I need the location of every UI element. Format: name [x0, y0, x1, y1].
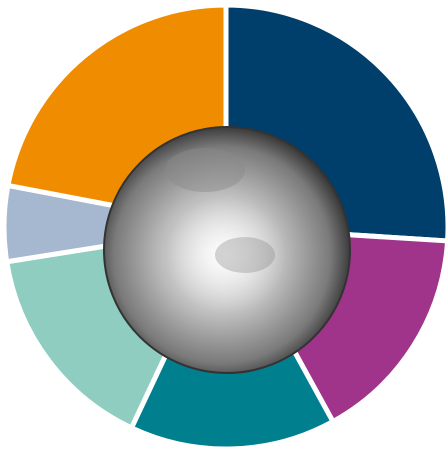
center-image	[103, 126, 351, 374]
coin-highlight	[165, 195, 285, 315]
coin-shade	[215, 237, 275, 273]
coin-shade	[165, 148, 245, 192]
